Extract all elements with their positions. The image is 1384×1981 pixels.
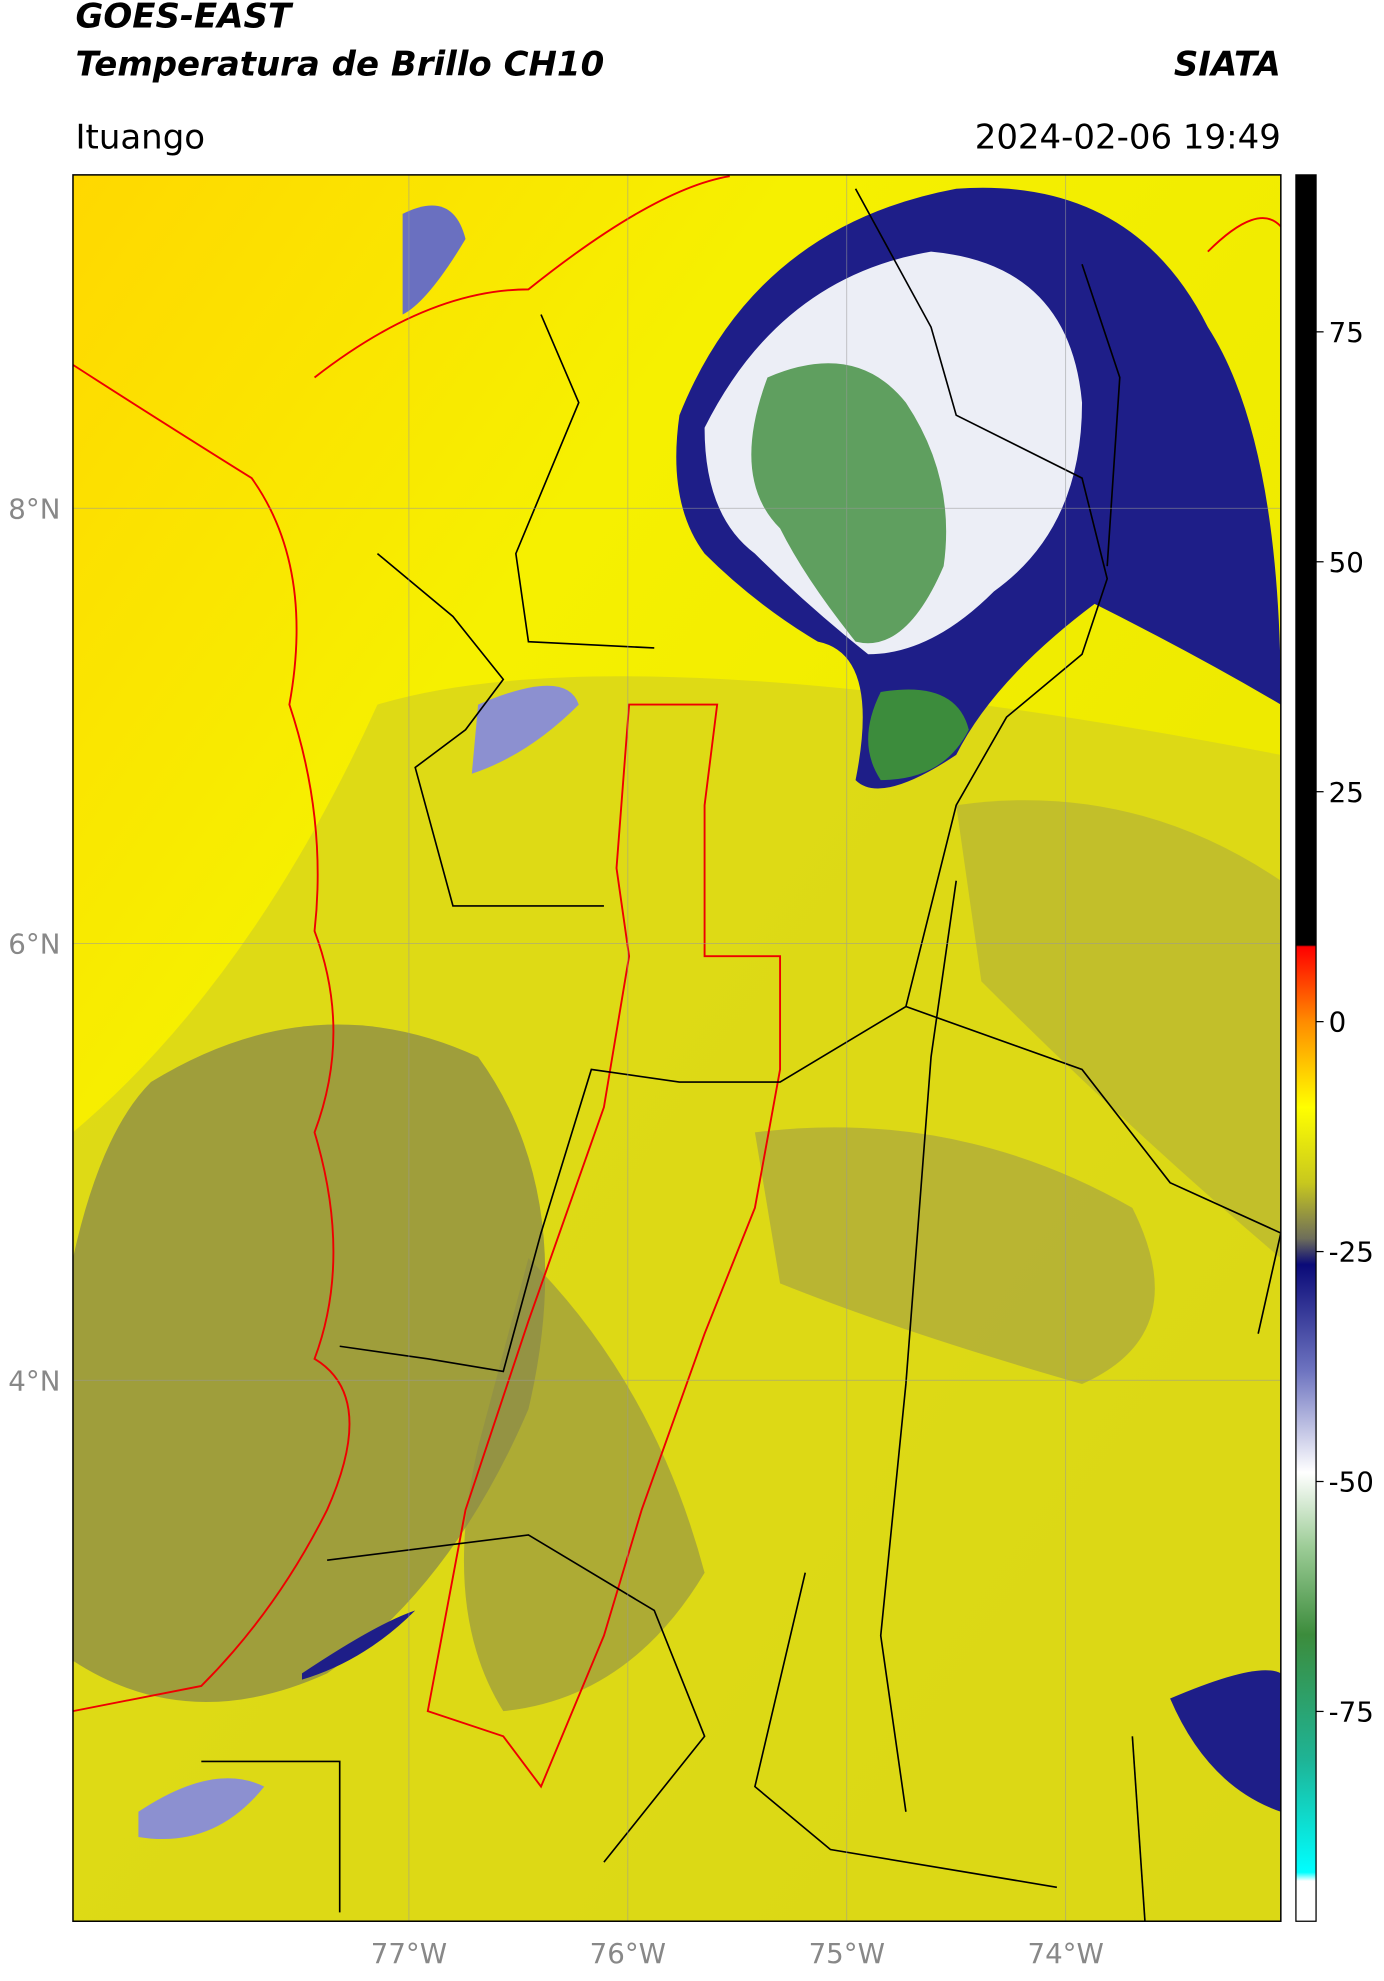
colorbar-tick-label: 75: [1329, 316, 1364, 349]
map-frame: [72, 174, 1282, 1922]
lat-tick: 8°N: [8, 492, 60, 525]
lon-tick: 76°W: [590, 1937, 666, 1970]
colorbar-tick-label: -50: [1329, 1466, 1374, 1499]
colorbar-tick-label: 25: [1329, 776, 1364, 809]
region: Ituango: [75, 117, 205, 157]
lat-tick: 4°N: [8, 1364, 60, 1397]
lat-tick: 6°N: [8, 928, 60, 961]
colorbar-tick-label: -75: [1329, 1696, 1374, 1729]
colorbar-tick-label: 0: [1329, 1006, 1347, 1039]
datetime: 2024-02-06 19:49: [975, 117, 1281, 157]
colorbar: [1295, 174, 1317, 1922]
colorbar-tick-label: 50: [1329, 546, 1364, 579]
lon-tick: 75°W: [809, 1937, 885, 1970]
lon-tick: 77°W: [371, 1937, 447, 1970]
title: Temperatura de Brillo CH10: [75, 44, 604, 84]
colorbar-tick-label: -25: [1329, 1236, 1374, 1269]
title: GOES-EAST: [75, 0, 293, 37]
brand: SIATA: [1174, 44, 1281, 84]
map: [72, 174, 1281, 1922]
colorbar-ticks: 75 50 25 0 -25 -50 -75: [1316, 316, 1374, 1729]
lon-tick: 74°W: [1027, 1937, 1103, 1970]
